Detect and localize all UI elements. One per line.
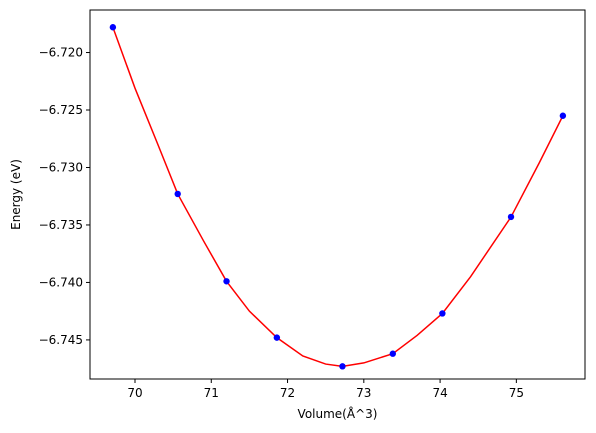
plot-frame — [89, 9, 586, 380]
data-point — [174, 190, 181, 198]
y-tick-label: −6.735 — [39, 218, 83, 232]
fit-curve — [112, 26, 564, 368]
x-tick-label: 70 — [127, 386, 142, 400]
x-tick-label: 73 — [356, 386, 371, 400]
y-axis-label: Energy (eV) — [9, 159, 23, 230]
y-tick-label: −6.740 — [39, 275, 83, 289]
data-point — [273, 334, 281, 341]
y-tick-label: −6.745 — [39, 333, 83, 347]
y-tick-label: −6.725 — [39, 103, 83, 117]
y-axis: −6.720 −6.725 −6.730 −6.735 −6.740 −6.745 — [39, 46, 90, 347]
data-point — [389, 350, 396, 357]
data-point — [339, 363, 346, 370]
plot-area — [109, 24, 567, 370]
data-point — [439, 310, 446, 317]
x-tick-label: 75 — [509, 386, 524, 400]
data-point — [109, 24, 117, 31]
y-tick-label: −6.720 — [39, 46, 83, 60]
data-point — [507, 213, 515, 221]
y-tick-label: −6.730 — [39, 160, 83, 174]
x-tick-label: 71 — [204, 386, 219, 400]
x-axis-label: Volume(Å^3) — [298, 406, 378, 421]
data-point — [223, 278, 230, 285]
data-point — [559, 112, 567, 119]
x-axis: 70 71 72 73 74 75 — [127, 379, 524, 400]
x-tick-label: 72 — [280, 386, 295, 400]
x-tick-label: 74 — [432, 386, 447, 400]
